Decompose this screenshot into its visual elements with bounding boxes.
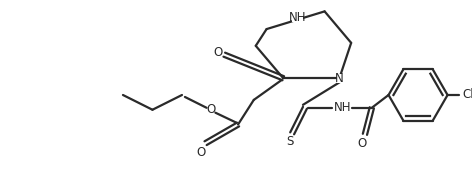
Text: O: O	[207, 103, 216, 116]
Text: Cl: Cl	[463, 88, 472, 101]
Bar	[359, 139, 365, 148]
Bar	[216, 48, 221, 57]
Text: O: O	[357, 137, 367, 150]
Bar	[337, 74, 342, 83]
Text: O: O	[214, 46, 223, 59]
Bar	[198, 147, 203, 157]
Text: N: N	[335, 72, 344, 85]
Text: NH: NH	[289, 11, 306, 24]
Bar	[209, 105, 214, 114]
Bar	[337, 103, 348, 112]
Text: S: S	[287, 135, 294, 148]
Bar	[292, 13, 303, 22]
Bar	[287, 137, 293, 146]
Text: NH: NH	[334, 101, 351, 114]
Bar	[463, 90, 472, 100]
Text: O: O	[196, 146, 205, 159]
